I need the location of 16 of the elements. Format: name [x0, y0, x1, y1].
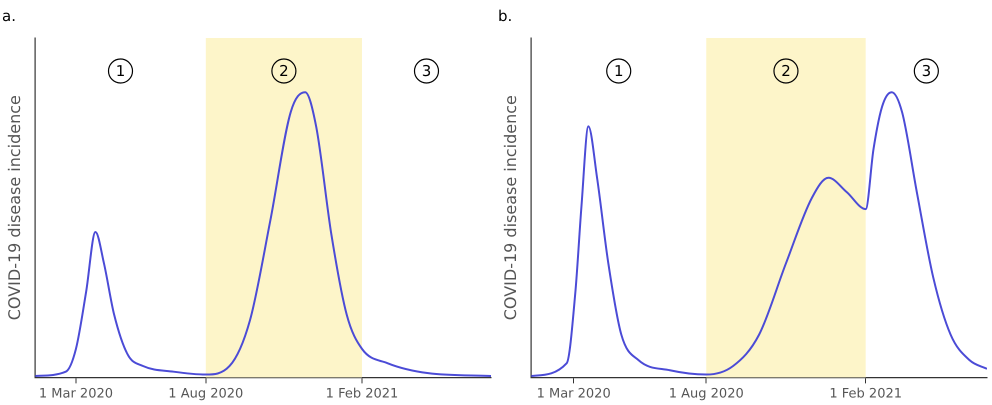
text: 1 — [614, 62, 624, 80]
x-tick-label: 1 Aug 2020 — [168, 386, 244, 402]
chart-title: a. — [2, 6, 16, 25]
text: 2 — [781, 62, 791, 80]
x-tick-label: 1 Mar 2020 — [536, 386, 611, 402]
text: 1 — [116, 62, 126, 80]
y-axis-title: COVID-19 disease incidence — [4, 95, 24, 320]
x-tick-label: 1 Aug 2020 — [668, 386, 744, 402]
chart-title: b. — [498, 6, 512, 25]
text: 3 — [922, 62, 932, 80]
x-tick-label: 1 Mar 2020 — [38, 386, 114, 402]
text: 2 — [279, 62, 289, 80]
x-tick-label: 1 Feb 2021 — [326, 386, 398, 402]
text: 3 — [422, 62, 432, 80]
x-tick-label: 1 Feb 2021 — [829, 386, 902, 402]
y-axis-title: COVID-19 disease incidence — [500, 95, 520, 320]
